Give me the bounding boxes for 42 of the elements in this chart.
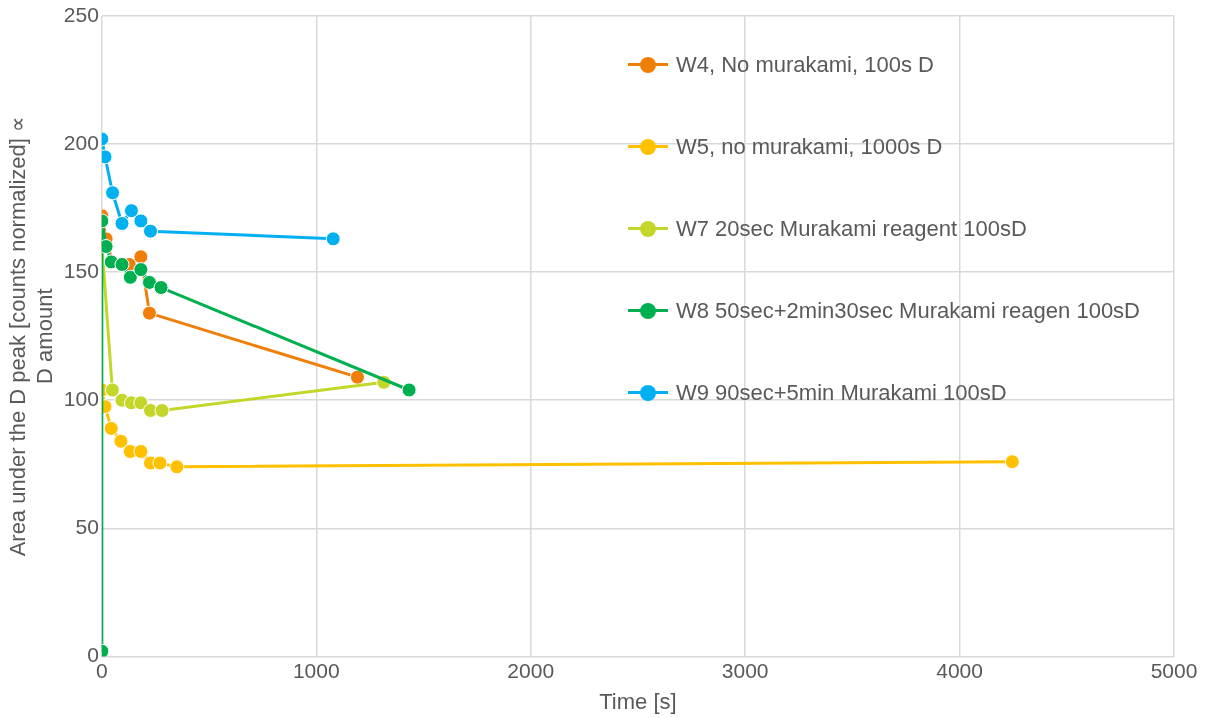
x-tick-label: 5000 <box>1150 658 1198 682</box>
x-tick-label: 1000 <box>292 658 340 682</box>
point <box>133 262 149 278</box>
x-tick-label: 3000 <box>721 658 769 682</box>
y-tick-label: 0 <box>87 643 99 667</box>
point <box>1004 454 1020 470</box>
point <box>153 280 169 296</box>
point <box>122 269 138 285</box>
point <box>114 215 130 231</box>
point <box>103 420 119 436</box>
x-tick-label: 2000 <box>507 658 555 682</box>
point <box>133 443 149 459</box>
point <box>152 455 168 471</box>
point <box>143 223 159 239</box>
point <box>123 203 139 219</box>
point <box>133 213 149 229</box>
y-tick-label: 100 <box>63 387 99 411</box>
point <box>133 249 149 265</box>
legend-label: W4, No murakami, 100s D <box>675 52 934 78</box>
y-tick-label: 150 <box>63 258 99 282</box>
point <box>325 231 341 247</box>
point <box>169 459 185 475</box>
point <box>154 402 170 418</box>
legend-label: W8 50sec+2min30sec Murakami reagen 100sD <box>675 298 1140 324</box>
y-axis-title: Area under the D peak [counts normalized] ∝ D amount <box>5 116 57 557</box>
y-tick-label: 250 <box>63 2 99 26</box>
legend-label: W9 90sec+5min Murakami 100sD <box>675 380 1007 406</box>
legend-label: W7 20sec Murakami reagent 100sD <box>675 216 1027 242</box>
point <box>104 382 120 398</box>
point <box>113 433 129 449</box>
point <box>349 369 365 385</box>
point <box>141 274 157 290</box>
point <box>401 382 417 398</box>
x-axis-title: Time [s] <box>599 688 677 714</box>
legend-label: W5, no murakami, 1000s D <box>675 134 943 160</box>
x-tick-label: 4000 <box>936 658 983 682</box>
y-tick-label: 200 <box>63 130 99 154</box>
point <box>141 305 157 321</box>
point <box>105 185 121 201</box>
point <box>114 256 130 272</box>
y-tick-label: 50 <box>75 515 99 539</box>
point <box>133 395 149 411</box>
